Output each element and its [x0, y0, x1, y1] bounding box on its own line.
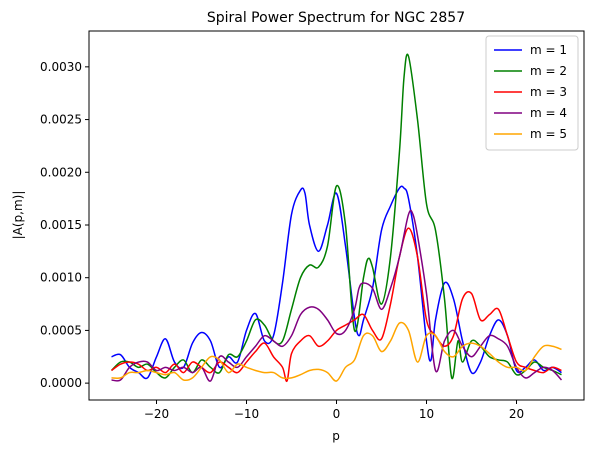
- series-line-m1: [111, 185, 562, 380]
- series-line-m4: [111, 209, 563, 382]
- legend-label: m = 3: [530, 85, 567, 99]
- y-tick-label: 0.0010: [40, 271, 82, 285]
- x-tick-label: −10: [234, 407, 259, 421]
- y-axis: 0.0000 0.0005 0.0010 0.0015 0.0020 0.0025 0.00…: [40, 60, 89, 390]
- x-tick-label: 20: [509, 407, 524, 421]
- legend-label: m = 1: [530, 43, 567, 57]
- y-tick-label: 0.0030: [40, 60, 82, 74]
- chart-title: Spiral Power Spectrum for NGC 2857: [207, 10, 465, 26]
- series-line-m5: [111, 321, 562, 382]
- x-tick-label: 0: [333, 407, 341, 421]
- legend-label: m = 5: [530, 127, 567, 141]
- x-tick-label: 10: [419, 407, 434, 421]
- y-tick-label: 0.0000: [40, 376, 82, 390]
- x-tick-label: −20: [144, 407, 169, 421]
- y-tick-label: 0.0025: [40, 113, 82, 127]
- series-line-m3: [111, 227, 562, 383]
- y-axis-label: |A(p,m)|: [11, 191, 25, 240]
- x-axis-label: p: [332, 429, 340, 443]
- series-layer: [110, 53, 563, 383]
- legend-box: [485, 35, 579, 151]
- y-tick-label: 0.0015: [40, 218, 82, 232]
- x-axis: −20 −10 0 10 20: [144, 400, 524, 421]
- y-tick-label: 0.0005: [40, 323, 82, 337]
- y-tick-label: 0.0020: [40, 165, 82, 179]
- legend-label: m = 4: [530, 106, 567, 120]
- legend-label: m = 2: [530, 64, 567, 78]
- legend: m = 1 m = 2 m = 3 m = 4 m = 5: [485, 35, 579, 151]
